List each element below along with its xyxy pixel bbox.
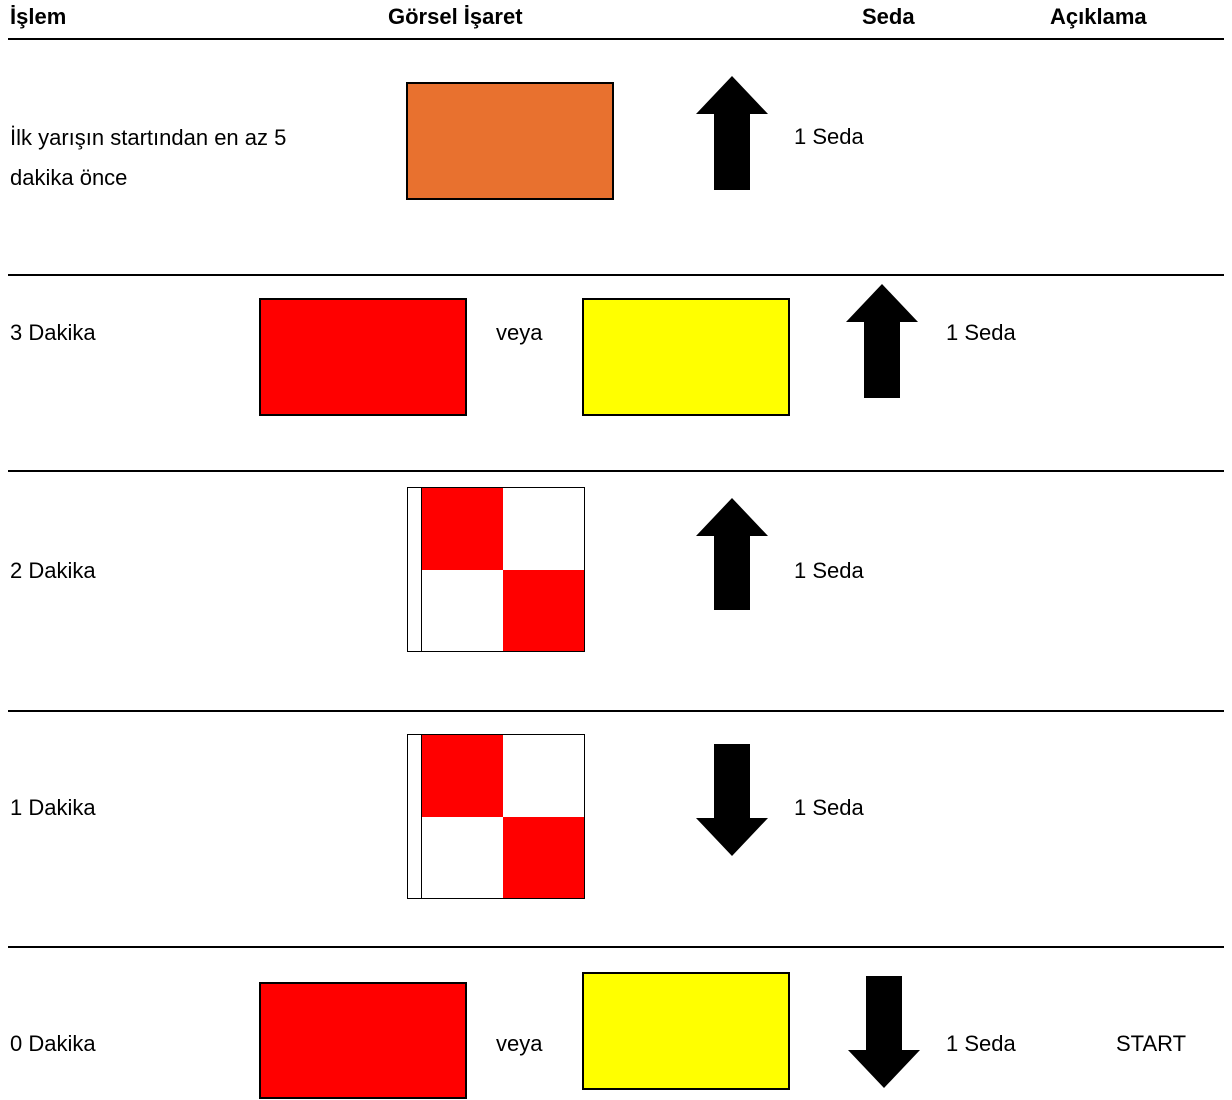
checker-red-square <box>503 816 584 898</box>
up-arrow-icon <box>846 284 918 408</box>
yellow-flag <box>582 972 790 1090</box>
red-flag <box>259 298 467 416</box>
checker-red-square <box>422 735 503 817</box>
column-header-seda: Seda <box>862 4 915 29</box>
red-flag <box>259 982 467 1099</box>
row-1-islem-line-1: İlk yarışın startından en az 5 <box>10 125 287 150</box>
up-arrow-icon <box>696 76 768 200</box>
row-3-seda: 1 Seda <box>794 558 864 583</box>
column-header-islem: İşlem <box>10 4 67 29</box>
red-white-checkered-flag <box>421 487 585 652</box>
row-5-or-text: veya <box>496 1031 543 1056</box>
row-2-islem: 3 Dakika <box>10 320 96 345</box>
row-4-islem: 1 Dakika <box>10 795 96 820</box>
yellow-flag <box>582 298 790 416</box>
row-divider <box>8 710 1224 712</box>
up-arrow-icon <box>696 498 768 622</box>
checker-red-square <box>503 569 584 651</box>
checker-red-square <box>422 488 503 570</box>
row-2-or-text: veya <box>496 320 543 345</box>
row-2-seda: 1 Seda <box>946 320 1016 345</box>
row-3-islem: 2 Dakika <box>10 558 96 583</box>
row-1-islem: İlk yarışın startından en az 5 dakika ön… <box>10 118 286 198</box>
column-header-gorsel-isaret: Görsel İşaret <box>388 4 523 29</box>
column-header-aciklama: Açıklama <box>1050 4 1147 29</box>
orange-flag <box>406 82 614 200</box>
row-divider <box>8 470 1224 472</box>
down-arrow-icon <box>848 976 920 1100</box>
row-divider <box>8 274 1224 276</box>
row-5-islem: 0 Dakika <box>10 1031 96 1056</box>
row-5-aciklama: START <box>1116 1031 1187 1056</box>
row-1-islem-line-2: dakika önce <box>10 165 128 190</box>
row-4-seda: 1 Seda <box>794 795 864 820</box>
row-1-seda: 1 Seda <box>794 124 864 149</box>
row-5-seda: 1 Seda <box>946 1031 1016 1056</box>
row-divider <box>8 946 1224 948</box>
header-divider <box>8 38 1224 40</box>
red-white-checkered-flag <box>421 734 585 899</box>
down-arrow-icon <box>696 744 768 868</box>
